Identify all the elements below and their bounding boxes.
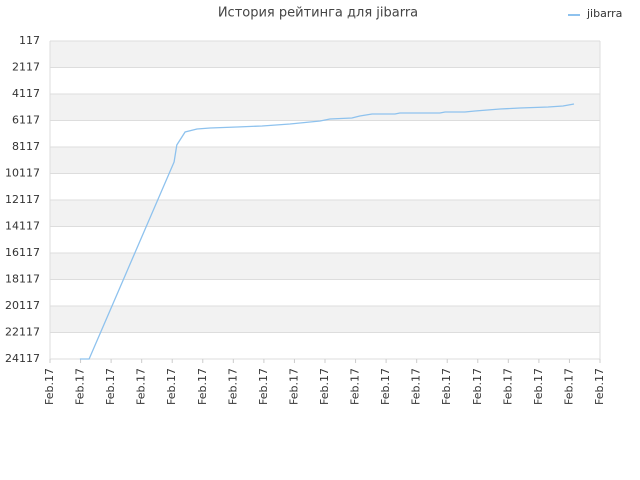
y-tick-label: 6117 [12, 114, 40, 127]
x-tick-label: Feb.17 [593, 368, 606, 405]
y-tick-label: 12117 [5, 193, 40, 206]
y-tick-label: 18117 [5, 273, 40, 286]
x-tick-label: Feb.17 [349, 368, 362, 405]
plot-band [50, 253, 600, 280]
plot-band [50, 200, 600, 227]
y-tick-label: 2117 [12, 61, 40, 74]
y-tick-label: 22117 [5, 326, 40, 339]
x-tick-label: Feb.17 [196, 368, 209, 405]
x-tick-label: Feb.17 [74, 368, 87, 405]
x-tick-label: Feb.17 [135, 368, 148, 405]
plot-band [50, 67, 600, 94]
legend-label: jibarra [586, 7, 622, 20]
plot-band [50, 332, 600, 359]
plot-band [50, 41, 600, 68]
y-tick-label: 24117 [5, 352, 40, 365]
y-tick-label: 4117 [12, 87, 40, 100]
y-tick-label: 16117 [5, 246, 40, 259]
x-tick-label: Feb.17 [43, 368, 56, 405]
plot-band [50, 147, 600, 174]
x-tick-label: Feb.17 [165, 368, 178, 405]
x-tick-label: Feb.17 [257, 368, 270, 405]
y-tick-label: 14117 [5, 220, 40, 233]
x-tick-label: Feb.17 [379, 368, 392, 405]
y-tick-label: 10117 [5, 167, 40, 180]
x-tick-label: Feb.17 [440, 368, 453, 405]
x-tick-label: Feb.17 [532, 368, 545, 405]
chart-title: История рейтинга для jibarra [218, 6, 418, 21]
plot-band [50, 120, 600, 147]
plot-band [50, 226, 600, 253]
x-tick-label: Feb.17 [410, 368, 423, 405]
x-tick-label: Feb.17 [501, 368, 514, 405]
x-tick-label: Feb.17 [562, 368, 575, 405]
x-tick-label: Feb.17 [287, 368, 300, 405]
x-tick-label: Feb.17 [104, 368, 117, 405]
plot-band [50, 306, 600, 333]
plot-band [50, 279, 600, 306]
y-tick-label: 117 [19, 34, 40, 47]
y-tick-label: 20117 [5, 299, 40, 312]
x-tick-label: Feb.17 [471, 368, 484, 405]
plot-band [50, 94, 600, 121]
x-tick-label: Feb.17 [226, 368, 239, 405]
plot-band [50, 173, 600, 200]
y-tick-label: 8117 [12, 140, 40, 153]
x-tick-label: Feb.17 [318, 368, 331, 405]
data-line [79, 103, 575, 360]
